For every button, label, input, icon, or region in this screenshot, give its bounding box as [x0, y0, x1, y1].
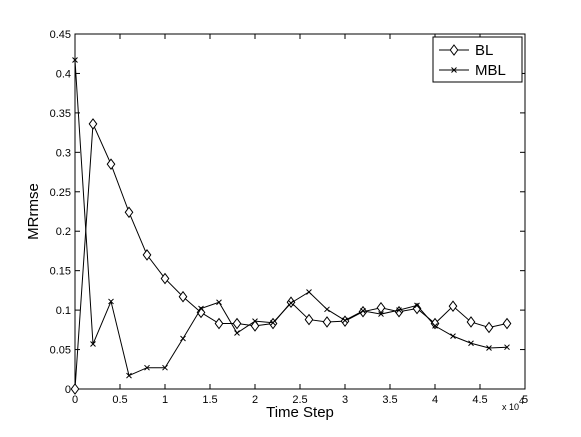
- data-point-diamond: [268, 317, 278, 330]
- data-point-diamond: [484, 321, 494, 334]
- legend: BL MBL: [432, 36, 523, 83]
- data-point-x: [270, 319, 276, 326]
- x-tick-label: 3.5: [382, 394, 397, 406]
- x-tick-label: 5: [522, 394, 528, 406]
- data-point-x: [252, 318, 258, 325]
- x-tick-label: 1: [162, 394, 168, 406]
- plot-frame: [74, 33, 526, 390]
- data-point-diamond: [214, 317, 224, 330]
- data-point-x: [198, 305, 204, 312]
- x-multiplier-exponent: 4: [519, 396, 524, 406]
- y-tick-label: 0.25: [50, 187, 71, 199]
- data-point-diamond: [466, 316, 476, 328]
- data-point-diamond: [448, 300, 458, 313]
- y-tick-label: 0.4: [56, 68, 71, 80]
- series-mbl: [72, 57, 510, 379]
- x-axis-label: Time Step: [266, 404, 334, 421]
- y-tick-label: 0.35: [50, 108, 71, 120]
- series-layer: [70, 57, 512, 395]
- data-point-diamond: [430, 317, 440, 330]
- series-bl: [70, 118, 512, 395]
- data-point-x: [468, 340, 474, 347]
- data-point-diamond: [340, 315, 350, 327]
- data-point-diamond: [502, 317, 512, 330]
- data-point-diamond: [232, 317, 242, 330]
- data-point-x: [414, 302, 420, 309]
- data-point-diamond: [412, 302, 422, 315]
- data-point-x: [342, 317, 348, 324]
- data-point-x: [432, 323, 438, 329]
- x-tick-label: 3: [342, 394, 348, 406]
- data-point-diamond: [304, 313, 314, 326]
- series-line: [74, 123, 508, 390]
- data-point-x: [306, 289, 312, 295]
- data-point-x: [90, 341, 96, 347]
- data-point-x: [162, 364, 168, 371]
- data-point-diamond: [70, 383, 80, 395]
- data-point-x: [486, 345, 492, 351]
- data-point-x: [360, 308, 366, 314]
- x-tick-label: 2: [252, 394, 258, 406]
- data-point-x: [108, 298, 114, 305]
- data-point-diamond: [376, 301, 386, 314]
- legend-label: MBL: [475, 62, 506, 79]
- series-line: [74, 59, 508, 377]
- legend-item-mbl: MBL: [439, 62, 506, 79]
- x-tick-label: 4.5: [472, 394, 487, 406]
- x-tick-label: 1.5: [202, 394, 217, 406]
- axes: 0 0.5 1 1.5 2 2.5 3 3.5 4 4.5 5 0 0.05 0.1 0.15 0.2 0.25…: [50, 29, 528, 406]
- y-axis-label: MRrmse: [25, 183, 42, 240]
- data-point-x: [396, 307, 402, 313]
- x-tick-label: 0: [72, 394, 78, 406]
- y-tick-label: 0.05: [50, 345, 71, 357]
- data-point-x: [144, 364, 150, 371]
- y-tick-label: 0.2: [56, 226, 71, 238]
- y-tick-label: 0: [65, 384, 71, 396]
- data-point-diamond: [322, 316, 332, 328]
- x-multiplier-base: x 10: [502, 402, 519, 412]
- data-point-diamond: [106, 158, 116, 171]
- data-point-x: [450, 333, 456, 339]
- data-point-diamond: [124, 206, 134, 219]
- data-point-x: [180, 335, 186, 342]
- data-point-x: [126, 372, 132, 379]
- x-tick-label: 2.5: [292, 394, 307, 406]
- legend-label: BL: [475, 42, 493, 59]
- x-tick-label: 0.5: [112, 394, 127, 406]
- data-point-x: [234, 330, 240, 336]
- data-point-diamond: [449, 44, 459, 56]
- legend-items: BL MBL: [439, 42, 506, 79]
- y-tick-label: 0.45: [50, 29, 71, 41]
- legend-item-bl: BL: [439, 42, 493, 59]
- data-point-x: [216, 299, 222, 306]
- data-point-x: [451, 67, 457, 73]
- data-point-diamond: [160, 272, 170, 285]
- data-point-x: [324, 306, 330, 313]
- y-tick-label: 0.15: [50, 266, 71, 278]
- y-tick-label: 0.1: [56, 305, 71, 317]
- data-point-x: [72, 57, 78, 63]
- y-tick-label: 0.3: [56, 147, 71, 159]
- x-tick-label: 4: [432, 394, 438, 406]
- data-point-diamond: [178, 290, 188, 303]
- legend-box: [432, 36, 523, 83]
- data-point-diamond: [142, 249, 152, 261]
- data-point-x: [288, 300, 294, 306]
- x-axis-multiplier: x 10 4: [502, 396, 524, 412]
- data-point-x: [378, 311, 384, 317]
- data-point-diamond: [88, 118, 98, 130]
- data-point-x: [504, 344, 510, 351]
